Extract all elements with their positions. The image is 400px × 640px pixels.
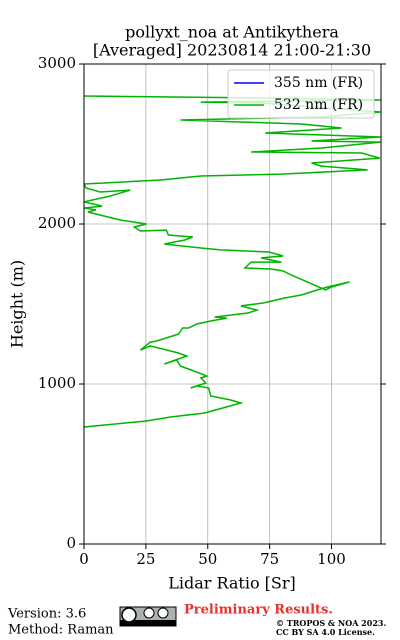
plot-frame: [83, 63, 382, 545]
data-line: [84, 95, 381, 428]
x-tick-label: 75: [260, 550, 279, 568]
copyright-text: © TROPOS & NOA 2023.: [276, 618, 386, 628]
chart-title: pollyxt_noa at Antikythera: [125, 23, 339, 42]
version-text: Version: 3.6: [7, 607, 86, 622]
x-axis-label: Lidar Ratio [Sr]: [168, 574, 296, 593]
license-text: CC BY SA 4.0 License.: [276, 627, 375, 637]
x-tick-label: 100: [317, 550, 346, 568]
y-tick-label: 1000: [38, 374, 76, 392]
legend-label: 532 nm (FR): [274, 97, 363, 113]
y-axis-label: Height (m): [8, 260, 27, 348]
x-tick-label: 0: [79, 550, 89, 568]
y-tick-label: 2000: [38, 214, 76, 232]
y-tick-label: 0: [66, 534, 76, 552]
chart-subtitle: [Averaged] 20230814 21:00-21:30: [93, 41, 371, 60]
cc-logo: [119, 606, 177, 627]
legend-label: 355 nm (FR): [274, 75, 363, 91]
method-text: Method: Raman: [8, 623, 114, 638]
y-tick-label: 3000: [38, 54, 76, 72]
x-tick-label: 25: [136, 550, 155, 568]
notice-text: Preliminary Results.: [184, 603, 333, 618]
legend-box: [227, 69, 375, 119]
x-tick-label: 50: [198, 550, 217, 568]
